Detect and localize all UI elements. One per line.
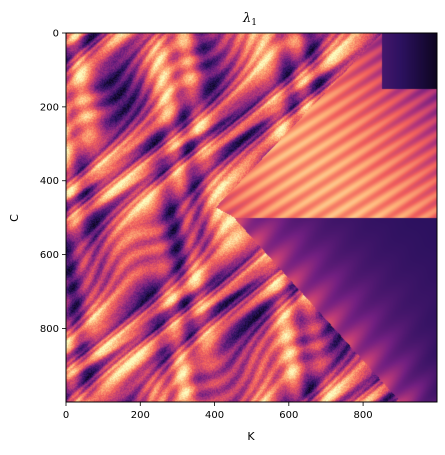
x-axis: 0 200 400 600 800 bbox=[63, 402, 373, 421]
y-axis: 0 200 400 600 800 bbox=[40, 29, 66, 335]
x-tick-label: 0 bbox=[63, 410, 69, 421]
y-axis-label: C bbox=[8, 214, 21, 222]
title-symbol: λ bbox=[242, 11, 251, 26]
x-tick-label: 800 bbox=[354, 410, 373, 421]
y-tick-label: 200 bbox=[40, 102, 59, 113]
x-tick-label: 400 bbox=[205, 410, 224, 421]
x-tick-label: 200 bbox=[131, 410, 150, 421]
heatmap-area bbox=[66, 33, 437, 402]
y-tick-label: 0 bbox=[53, 29, 59, 40]
plot-frame bbox=[65, 32, 438, 403]
chart-title: λ1 bbox=[242, 11, 257, 28]
x-axis-label: K bbox=[247, 430, 255, 443]
y-tick-label: 800 bbox=[40, 324, 59, 335]
title-subscript: 1 bbox=[251, 18, 257, 28]
heatmap-canvas bbox=[66, 33, 437, 402]
y-tick-label: 600 bbox=[40, 250, 59, 261]
x-tick-label: 600 bbox=[279, 410, 298, 421]
y-tick-label: 400 bbox=[40, 176, 59, 187]
